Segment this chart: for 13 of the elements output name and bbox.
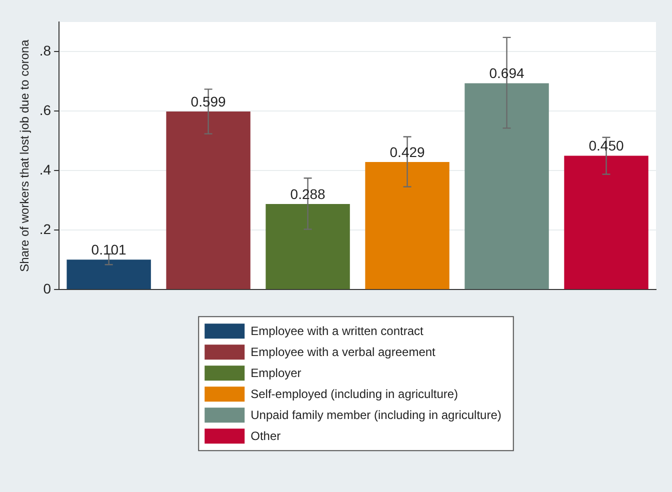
legend-label: Self-employed (including in agriculture) <box>250 386 458 401</box>
y-tick-label: .6 <box>39 102 52 118</box>
y-tick-label: .8 <box>39 42 52 59</box>
legend-label: Employee with a verbal agreement <box>250 344 436 359</box>
legend-label: Employer <box>250 366 302 380</box>
legend-label: Employee with a written contract <box>250 324 424 338</box>
y-tick-label: .4 <box>39 162 52 178</box>
legend-label: Other <box>250 428 281 443</box>
legend-label: Unpaid family member (including in agriculture) <box>250 408 502 422</box>
y-tick-label: .2 <box>39 220 52 237</box>
data-label: 0.101 <box>91 241 127 258</box>
y-axis-title: Share of workers that lost job due to corona <box>18 39 32 272</box>
y-tick-label: 0 <box>43 280 52 296</box>
